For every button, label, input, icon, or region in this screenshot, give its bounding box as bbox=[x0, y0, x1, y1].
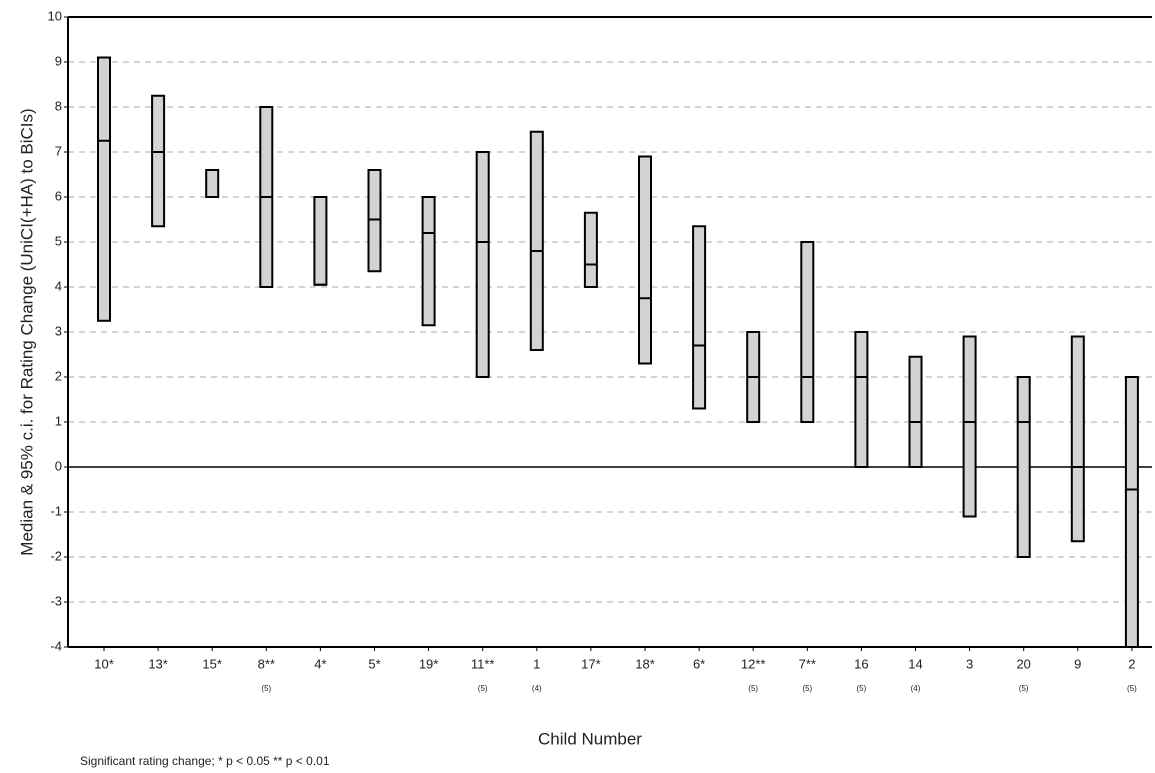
x-tick-label: 12** bbox=[741, 656, 766, 671]
ci-box bbox=[151, 94, 166, 228]
ci-box bbox=[475, 151, 490, 378]
y-tick-label: 4 bbox=[55, 278, 62, 293]
x-axis-label: Child Number bbox=[538, 729, 642, 748]
x-tick-label: 8** bbox=[258, 656, 275, 671]
y-tick-label: -3 bbox=[50, 593, 62, 608]
y-tick-label: 2 bbox=[55, 368, 62, 383]
y-tick-label: 0 bbox=[55, 458, 62, 473]
ci-box bbox=[97, 56, 111, 322]
footnote: Significant rating change; * p < 0.05 **… bbox=[80, 754, 330, 768]
ci-box bbox=[421, 196, 436, 327]
x-tick-label: 17* bbox=[581, 656, 601, 671]
y-tick-label: -2 bbox=[50, 548, 62, 563]
x-tick-label: 5* bbox=[368, 656, 380, 671]
y-tick-label: 10 bbox=[48, 8, 62, 23]
ci-box bbox=[529, 130, 544, 351]
y-tick-label: 9 bbox=[55, 53, 62, 68]
x-tick-label: 3 bbox=[966, 656, 973, 671]
y-axis-label: Median & 95% c.i. for Rating Change (Uni… bbox=[17, 108, 36, 555]
x-tick-label: 15* bbox=[202, 656, 222, 671]
sample-size-label: (5) bbox=[1127, 684, 1137, 693]
ci-box bbox=[1016, 376, 1031, 558]
y-tick-label: -1 bbox=[50, 503, 62, 518]
y-tick-label: 3 bbox=[55, 323, 62, 338]
sample-size-label: (5) bbox=[802, 684, 812, 693]
sample-size-label: (5) bbox=[748, 684, 758, 693]
x-tick-label: 6* bbox=[693, 656, 705, 671]
ci-box bbox=[1070, 335, 1085, 543]
y-tick-label: 6 bbox=[55, 188, 62, 203]
x-tick-label: 2 bbox=[1128, 656, 1135, 671]
ci-box bbox=[908, 355, 923, 468]
x-tick-label: 20 bbox=[1016, 656, 1030, 671]
x-tick-label: 10* bbox=[94, 656, 114, 671]
sample-size-label: (4) bbox=[532, 684, 542, 693]
y-tick-label: 8 bbox=[55, 98, 62, 113]
ci-box bbox=[638, 155, 652, 365]
y-tick-label: 7 bbox=[55, 143, 62, 158]
x-tick-label: 1 bbox=[533, 656, 540, 671]
x-tick-label: 7** bbox=[799, 656, 816, 671]
ci-box bbox=[583, 211, 598, 288]
ci-box bbox=[692, 225, 707, 410]
x-tick-label: 11** bbox=[471, 656, 495, 671]
x-tick-label: 16 bbox=[854, 656, 868, 671]
ci-box bbox=[800, 241, 815, 423]
x-tick-label: 4* bbox=[314, 656, 326, 671]
sample-size-label: (5) bbox=[478, 684, 488, 693]
x-tick-label: 13* bbox=[148, 656, 168, 671]
x-tick-label: 14 bbox=[908, 656, 922, 671]
y-tick-label: -4 bbox=[50, 638, 62, 653]
sample-size-label: (4) bbox=[911, 684, 921, 693]
ci-box bbox=[313, 196, 328, 286]
x-tick-label: 19* bbox=[419, 656, 439, 671]
y-tick-label: 1 bbox=[55, 413, 62, 428]
ci-box bbox=[854, 331, 869, 468]
ci-box bbox=[962, 335, 977, 518]
sample-size-label: (5) bbox=[1019, 684, 1029, 693]
y-tick-label: 5 bbox=[55, 233, 62, 248]
ci-box bbox=[1124, 376, 1139, 648]
x-tick-label: 18* bbox=[635, 656, 655, 671]
x-tick-label: 9 bbox=[1074, 656, 1081, 671]
ci-box bbox=[367, 169, 382, 273]
ci-box bbox=[205, 169, 220, 198]
sample-size-label: (5) bbox=[261, 684, 271, 693]
sample-size-label: (5) bbox=[857, 684, 867, 693]
